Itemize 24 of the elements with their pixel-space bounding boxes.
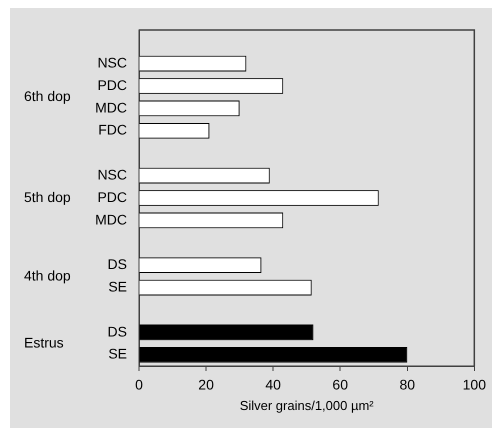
text: 5th dop <box>24 188 71 205</box>
x-tick-label: 20 <box>198 376 214 392</box>
text: Estrus <box>24 334 64 350</box>
x-tick-label: 80 <box>399 376 416 392</box>
y-tick-label: NSC <box>97 54 127 70</box>
y-tick-label: DS <box>108 323 127 340</box>
y-tick-label: SE <box>108 346 127 362</box>
bar <box>140 324 314 340</box>
x-axis-title: Silver grains/1,000 µm² <box>240 398 374 413</box>
y-tick-label: MDC <box>95 211 127 228</box>
bar <box>140 346 408 363</box>
y-tick-label: MDC <box>95 99 127 116</box>
x-tick-label: 60 <box>332 376 348 392</box>
y-tick-label: NSC <box>97 166 127 182</box>
text: 4th dop <box>24 267 71 284</box>
y-tick-label: FDC <box>98 122 127 138</box>
text: 6th dop <box>24 88 71 104</box>
x-tick-label: 40 <box>265 376 282 392</box>
x-tick-label: 100 <box>462 376 486 392</box>
y-tick-label: PDC <box>97 76 127 93</box>
y-tick-label: SE <box>108 278 127 294</box>
x-tick-label: 0 <box>135 376 144 392</box>
y-tick-label: DS <box>108 256 127 272</box>
y-tick-label: PDC <box>97 188 127 205</box>
